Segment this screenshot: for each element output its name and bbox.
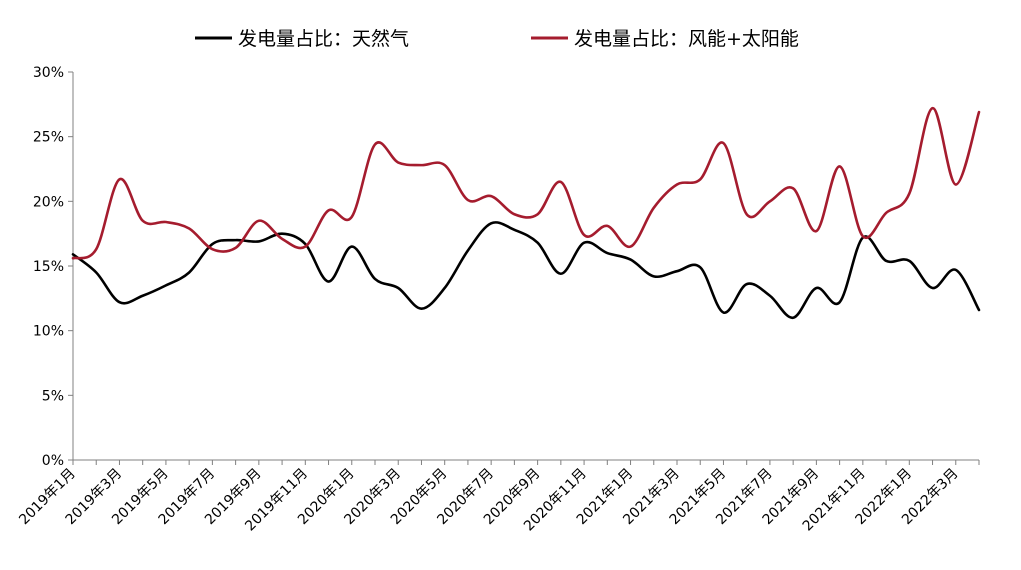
- legend-item-wind-solar: 发电量占比：风能+太阳能: [531, 28, 799, 50]
- y-tick-label: 25%: [33, 130, 64, 146]
- y-tick-label: 5%: [42, 388, 64, 404]
- y-tick-label: 15%: [33, 259, 64, 275]
- y-tick-label: 20%: [33, 194, 64, 210]
- legend-label-wind-solar: 发电量占比：风能+太阳能: [574, 28, 799, 50]
- legend-item-gas: 发电量占比：天然气: [195, 28, 409, 50]
- y-tick-label: 30%: [33, 65, 64, 81]
- y-tick-label: 10%: [33, 324, 64, 340]
- legend-label-gas: 发电量占比：天然气: [238, 28, 409, 50]
- series-line-gas: [71, 221, 981, 320]
- legend: 发电量占比：天然气 发电量占比：风能+太阳能: [195, 28, 799, 50]
- series-line-wind-solar: [71, 106, 981, 260]
- series-layer: [71, 106, 981, 320]
- x-axis: 2019年1月2019年3月2019年5月2019年7月2019年9月2019年…: [16, 459, 980, 534]
- y-axis: 0% 5% 10% 15% 20% 25% 30%: [33, 65, 74, 469]
- y-tick-label: 0%: [42, 453, 64, 469]
